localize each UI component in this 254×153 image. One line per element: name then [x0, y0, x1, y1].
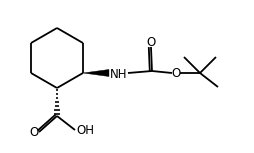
Polygon shape — [83, 69, 108, 76]
Text: NH: NH — [110, 67, 127, 80]
Text: O: O — [146, 35, 155, 49]
Text: OH: OH — [76, 125, 94, 138]
Text: O: O — [171, 67, 180, 80]
Text: O: O — [29, 127, 38, 140]
